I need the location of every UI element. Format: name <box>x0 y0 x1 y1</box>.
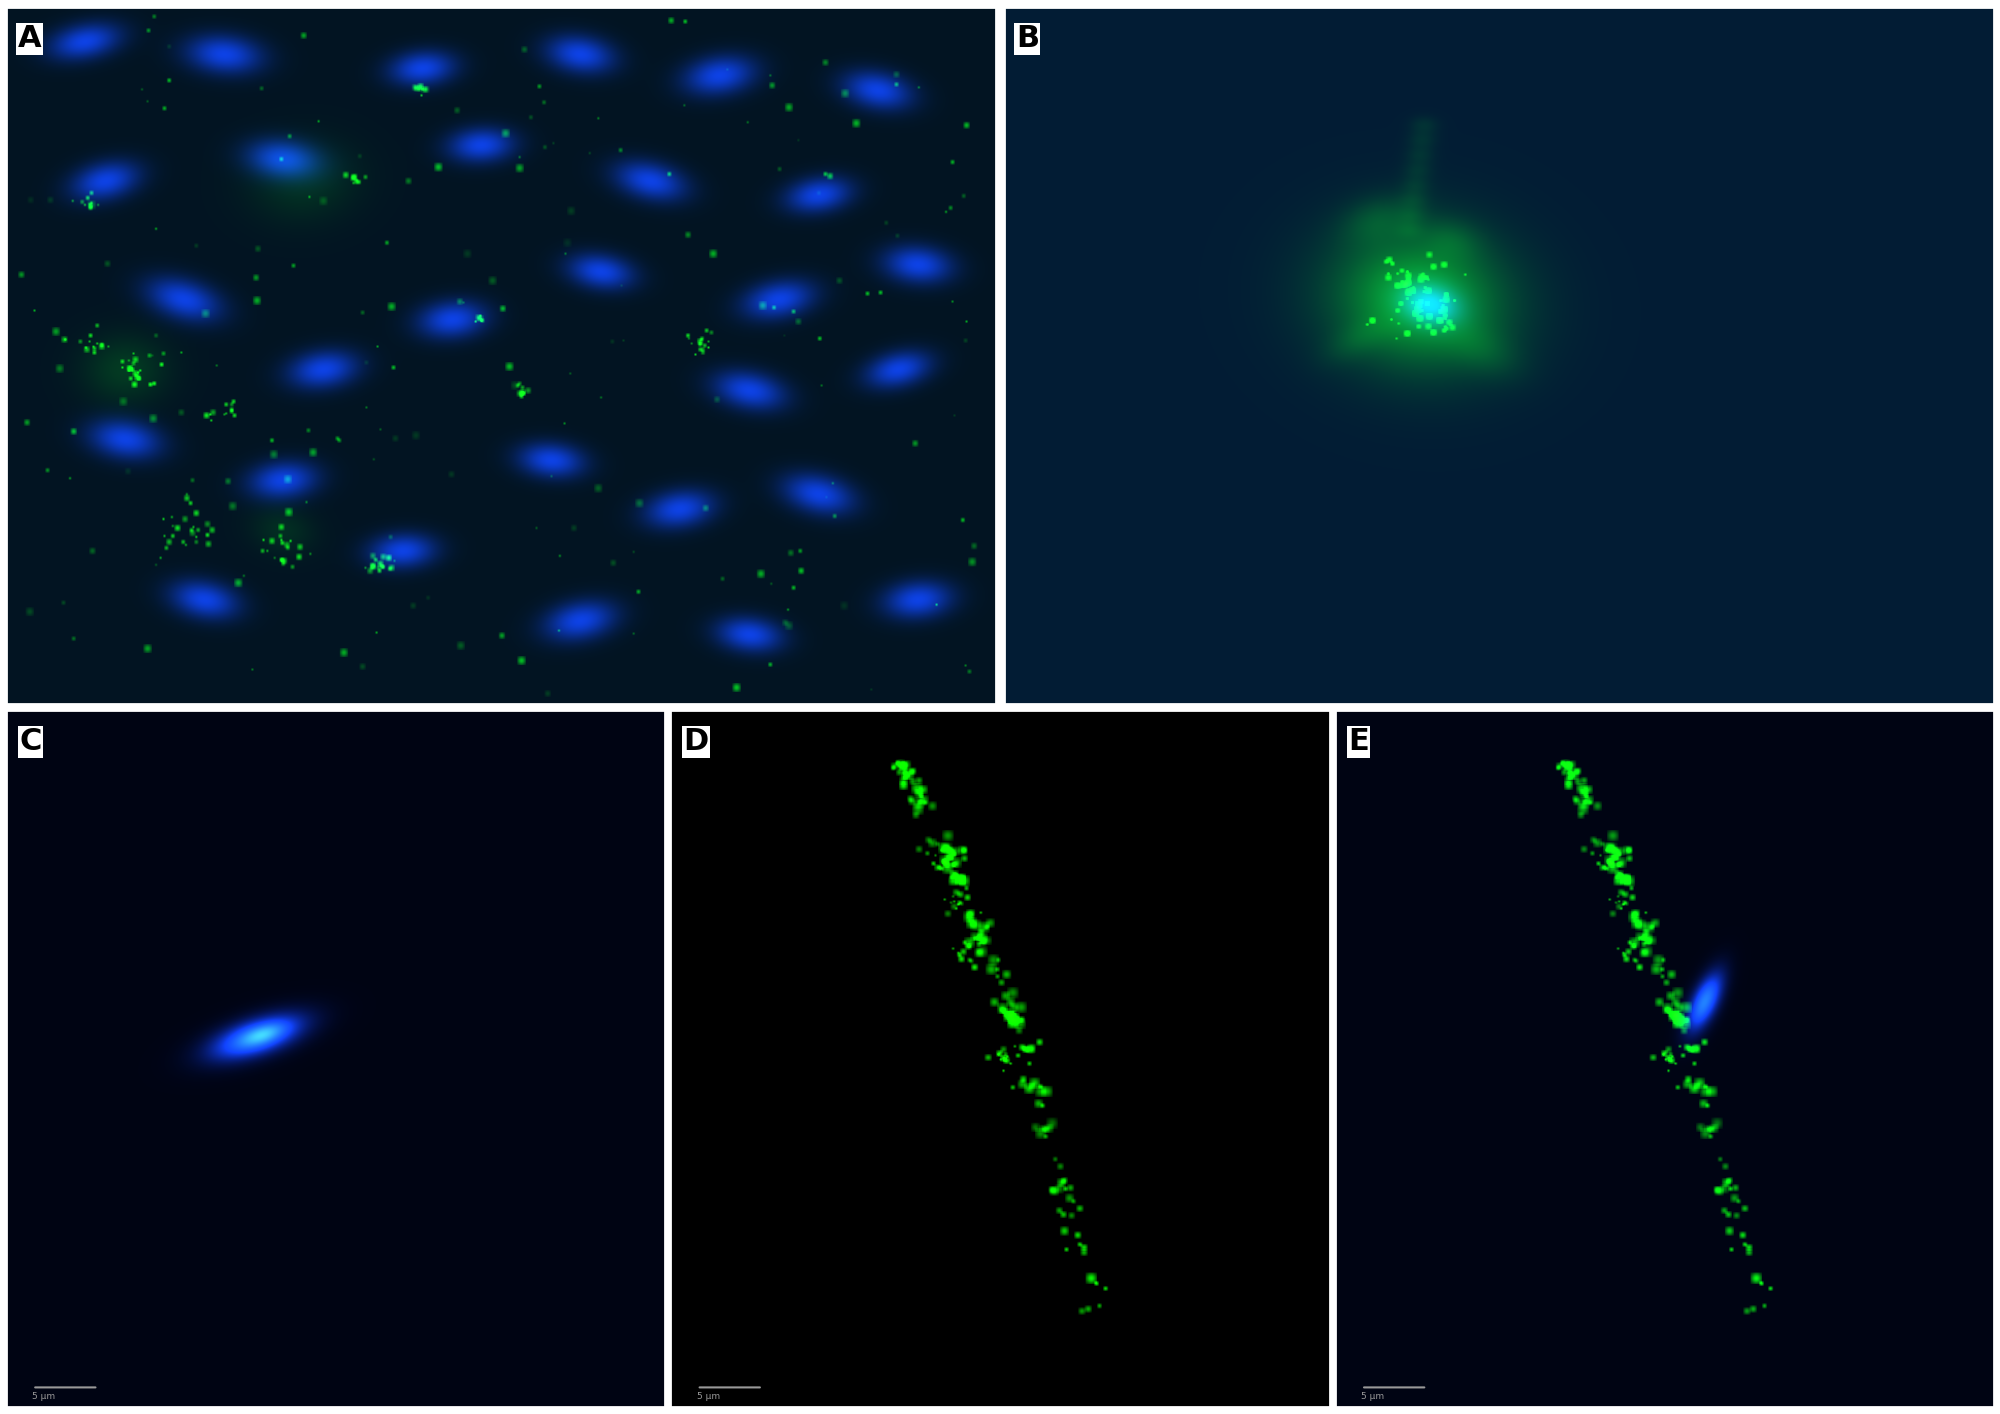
Text: 5 μm: 5 μm <box>32 1393 56 1401</box>
Text: D: D <box>684 727 708 756</box>
Text: E: E <box>1348 727 1368 756</box>
Text: B: B <box>1016 24 1038 54</box>
Text: A: A <box>18 24 42 54</box>
Text: 5 μm: 5 μm <box>696 1393 720 1401</box>
Text: C: C <box>20 727 42 756</box>
Text: 5 μm: 5 μm <box>1362 1393 1384 1401</box>
